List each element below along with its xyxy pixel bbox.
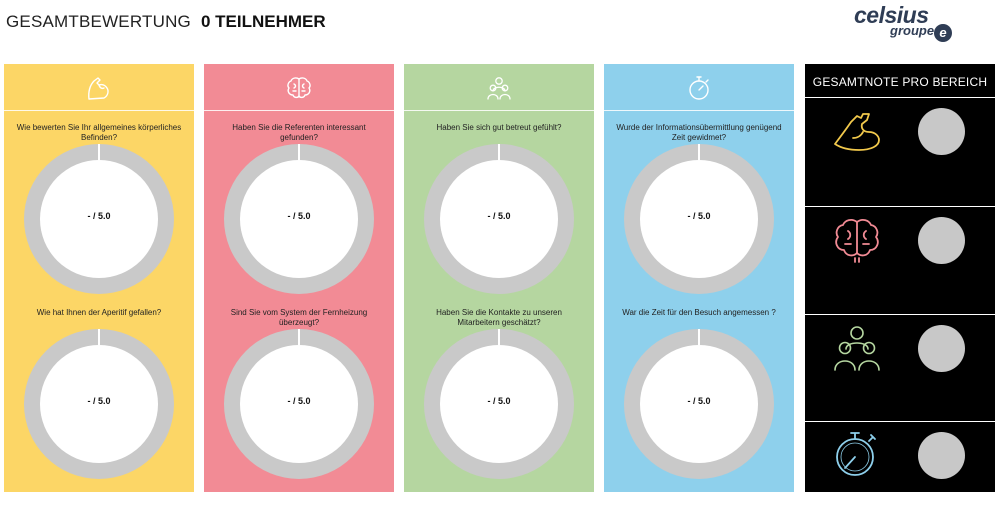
score-gauge: - / 5.0 [24, 329, 174, 479]
score-value: - / 5.0 [87, 396, 111, 406]
score-gauge: - / 5.0 [224, 329, 374, 479]
score-value: - / 5.0 [687, 211, 711, 221]
panel-divider [604, 110, 794, 111]
logo-word-celsius: celsius [854, 2, 929, 28]
summary-score-circle [918, 432, 965, 479]
summary-divider [805, 421, 995, 422]
question-label: Haben Sie die Referenten interessant gef… [232, 123, 366, 142]
brain-icon [835, 218, 879, 263]
score-value: - / 5.0 [287, 211, 311, 221]
question-label: Wurde der Informationsübermittlung genüg… [616, 123, 782, 142]
gauge-start-marker [98, 144, 100, 160]
panel-divider [204, 110, 394, 111]
score-gauge: - / 5.0 [224, 144, 374, 294]
people-group-icon [487, 77, 511, 100]
gauge-start-marker [498, 144, 500, 160]
company-logo: celsius groupe e [852, 2, 964, 44]
question-label: Sind Sie vom System der Fernheizung über… [230, 308, 368, 327]
score-gauge: - / 5.0 [424, 144, 574, 294]
page-header: GESAMTBEWERTUNG 0 TEILNEHMER [6, 12, 326, 36]
flexed-arm-icon [834, 113, 880, 151]
category-panel-time: Wurde der Informationsübermittlung genüg… [604, 64, 794, 492]
category-panel-content: Haben Sie die Referenten interessant gef… [204, 64, 394, 492]
summary-divider [805, 97, 995, 98]
score-value: - / 5.0 [487, 396, 511, 406]
score-value: - / 5.0 [687, 396, 711, 406]
stopwatch-icon [836, 432, 876, 476]
gauge-start-marker [298, 144, 300, 160]
category-panel-physical: Wie bewerten Sie Ihr allgemeines körperl… [4, 64, 194, 492]
logo-e-badge: e [934, 24, 952, 42]
flexed-arm-icon [88, 77, 109, 100]
score-gauge: - / 5.0 [624, 329, 774, 479]
summary-divider [805, 206, 995, 207]
gauge-start-marker [698, 144, 700, 160]
summary-score-circle [918, 325, 965, 372]
summary-divider [805, 314, 995, 315]
summary-panel: GESAMTNOTE PRO BEREICH [805, 64, 995, 492]
people-group-icon [834, 326, 880, 371]
summary-score-circle [918, 217, 965, 264]
question-label: War die Zeit für den Besuch angemessen ? [622, 308, 776, 317]
score-gauge: - / 5.0 [624, 144, 774, 294]
score-gauge: - / 5.0 [24, 144, 174, 294]
panel-divider [404, 110, 594, 111]
category-panel-support: Haben Sie sich gut betreut gefühlt? - / … [404, 64, 594, 492]
question-label: Wie bewerten Sie Ihr allgemeines körperl… [16, 123, 182, 142]
gauge-start-marker [498, 329, 500, 345]
question-label: Haben Sie sich gut betreut gefühlt? [436, 123, 562, 132]
summary-score-circle [918, 108, 965, 155]
participant-count: 0 TEILNEHMER [200, 12, 326, 31]
score-gauge: - / 5.0 [424, 329, 574, 479]
score-value: - / 5.0 [87, 211, 111, 221]
question-label: Wie hat Ihnen der Aperitif gefallen? [36, 308, 162, 317]
summary-title: GESAMTNOTE PRO BEREICH [812, 75, 988, 89]
panel-divider [4, 110, 194, 111]
score-value: - / 5.0 [287, 396, 311, 406]
brain-icon [287, 77, 311, 99]
question-label: Haben Sie die Kontakte zu unseren Mitarb… [436, 308, 562, 327]
gauge-start-marker [298, 329, 300, 345]
page-title: GESAMTBEWERTUNG [6, 12, 191, 31]
stopwatch-icon [689, 76, 709, 100]
score-value: - / 5.0 [487, 211, 511, 221]
gauge-start-marker [98, 329, 100, 345]
logo-word-groupe: groupe [890, 23, 935, 38]
gauge-start-marker [698, 329, 700, 345]
